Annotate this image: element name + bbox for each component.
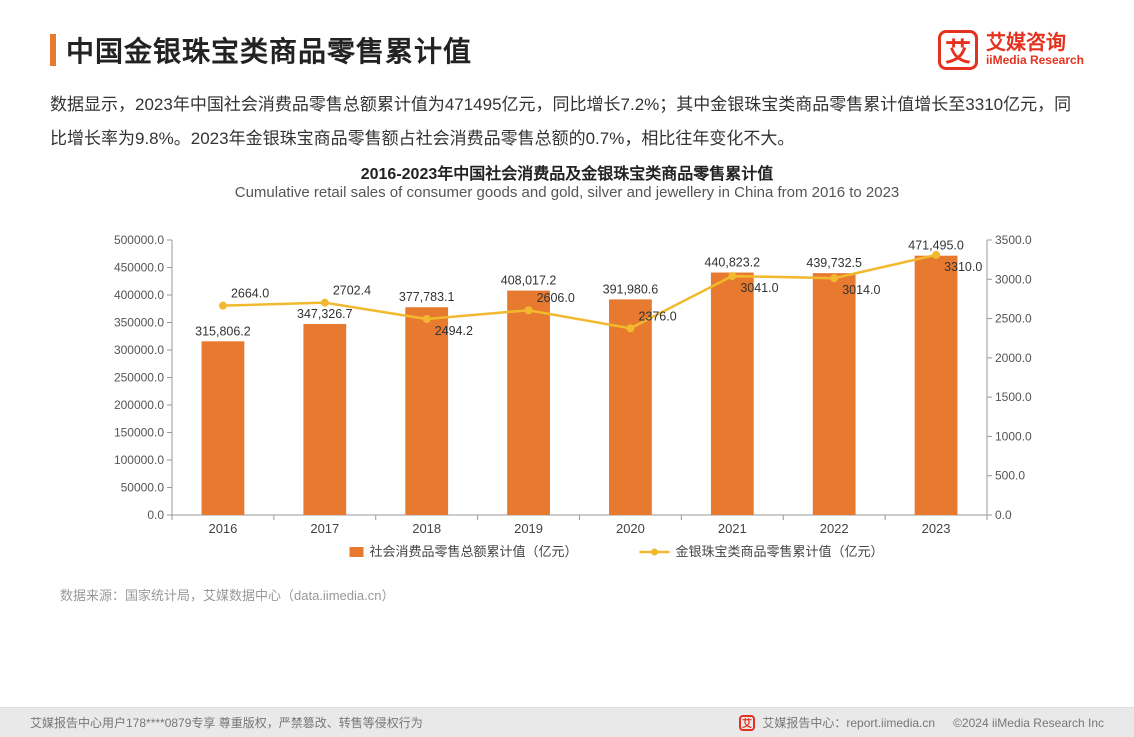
svg-text:300000.0: 300000.0 bbox=[114, 343, 164, 357]
svg-text:2000.0: 2000.0 bbox=[995, 351, 1032, 365]
line-marker bbox=[219, 302, 227, 310]
svg-text:347,326.7: 347,326.7 bbox=[297, 307, 353, 321]
footer-left-text: 艾媒报告中心用户178****0879专享 尊重版权，严禁篡改、转售等侵权行为 bbox=[30, 714, 423, 731]
svg-text:350000.0: 350000.0 bbox=[114, 316, 164, 330]
svg-text:0.0: 0.0 bbox=[995, 508, 1012, 522]
footer-logo-icon: 艾 bbox=[739, 715, 755, 731]
line-marker bbox=[626, 324, 634, 332]
bar bbox=[711, 273, 754, 515]
page-title-block: 中国金银珠宝类商品零售累计值 bbox=[50, 30, 472, 70]
svg-text:3500.0: 3500.0 bbox=[995, 233, 1032, 247]
svg-text:3014.0: 3014.0 bbox=[842, 283, 880, 297]
svg-text:2664.0: 2664.0 bbox=[231, 287, 269, 301]
svg-text:391,980.6: 391,980.6 bbox=[603, 282, 659, 296]
bar bbox=[202, 341, 245, 515]
svg-text:社会消费品零售总额累计值（亿元）: 社会消费品零售总额累计值（亿元） bbox=[370, 544, 578, 559]
svg-text:2494.2: 2494.2 bbox=[435, 324, 473, 338]
svg-text:50000.0: 50000.0 bbox=[121, 481, 165, 495]
svg-text:400000.0: 400000.0 bbox=[114, 288, 164, 302]
svg-text:2702.4: 2702.4 bbox=[333, 284, 371, 298]
svg-text:440,823.2: 440,823.2 bbox=[705, 256, 761, 270]
footer-center-url: report.iimedia.cn bbox=[846, 716, 935, 730]
svg-text:2021: 2021 bbox=[718, 521, 747, 536]
data-source: 数据来源：国家统计局，艾媒数据中心（data.iimedia.cn） bbox=[50, 585, 1084, 604]
svg-text:408,017.2: 408,017.2 bbox=[501, 274, 557, 288]
chart-title-en: Cumulative retail sales of consumer good… bbox=[50, 184, 1084, 201]
footer-center: 艾 艾媒报告中心：report.iimedia.cn bbox=[739, 714, 935, 731]
bar bbox=[813, 273, 856, 515]
footer-center-label: 艾媒报告中心： bbox=[762, 716, 846, 730]
svg-text:2376.0: 2376.0 bbox=[638, 309, 676, 323]
header-row: 中国金银珠宝类商品零售累计值 艾 艾媒咨询 iiMedia Research bbox=[50, 30, 1084, 70]
svg-text:1000.0: 1000.0 bbox=[995, 429, 1032, 443]
title-accent-bar bbox=[50, 34, 56, 66]
svg-text:250000.0: 250000.0 bbox=[114, 371, 164, 385]
svg-text:2016: 2016 bbox=[208, 521, 237, 536]
brand-name-cn: 艾媒咨询 bbox=[986, 32, 1084, 54]
line-marker bbox=[728, 272, 736, 280]
svg-text:100000.0: 100000.0 bbox=[114, 453, 164, 467]
brand-logo: 艾 艾媒咨询 iiMedia Research bbox=[938, 30, 1084, 70]
svg-text:2020: 2020 bbox=[616, 521, 645, 536]
svg-text:150000.0: 150000.0 bbox=[114, 426, 164, 440]
line-marker bbox=[932, 251, 940, 259]
bar bbox=[507, 291, 550, 515]
svg-text:2017: 2017 bbox=[310, 521, 339, 536]
bar bbox=[303, 324, 346, 515]
svg-text:315,806.2: 315,806.2 bbox=[195, 324, 251, 338]
page-title: 中国金银珠宝类商品零售累计值 bbox=[66, 30, 472, 70]
line-marker bbox=[830, 274, 838, 282]
svg-text:500.0: 500.0 bbox=[995, 469, 1025, 483]
svg-text:2500.0: 2500.0 bbox=[995, 312, 1032, 326]
bar bbox=[405, 307, 448, 515]
bar bbox=[915, 256, 958, 515]
svg-text:200000.0: 200000.0 bbox=[114, 398, 164, 412]
svg-text:3000.0: 3000.0 bbox=[995, 272, 1032, 286]
svg-text:2018: 2018 bbox=[412, 521, 441, 536]
svg-text:471,495.0: 471,495.0 bbox=[908, 239, 964, 253]
line-marker bbox=[525, 306, 533, 314]
retail-chart: 0.0 50000.0 100000.0 150000.0 200000.0 250000… bbox=[67, 205, 1067, 575]
footer-copyright: ©2024 iiMedia Research Inc bbox=[953, 716, 1104, 730]
footer-bar: 艾媒报告中心用户178****0879专享 尊重版权，严禁篡改、转售等侵权行为 … bbox=[0, 707, 1134, 737]
svg-text:2022: 2022 bbox=[820, 521, 849, 536]
svg-text:2606.0: 2606.0 bbox=[537, 291, 575, 305]
line-marker bbox=[423, 315, 431, 323]
svg-text:439,732.5: 439,732.5 bbox=[806, 256, 862, 270]
description-text: 数据显示，2023年中国社会消费品零售总额累计值为471495亿元，同比增长7.… bbox=[50, 88, 1084, 156]
svg-text:金银珠宝类商品零售累计值（亿元）: 金银珠宝类商品零售累计值（亿元） bbox=[676, 544, 884, 559]
brand-name-en: iiMedia Research bbox=[986, 54, 1084, 67]
svg-text:3310.0: 3310.0 bbox=[944, 260, 982, 274]
line-marker bbox=[321, 299, 329, 307]
svg-text:3041.0: 3041.0 bbox=[740, 281, 778, 295]
chart-title-cn: 2016-2023年中国社会消费品及金银珠宝类商品零售累计值 bbox=[50, 160, 1084, 184]
brand-logo-icon: 艾 bbox=[938, 30, 978, 70]
svg-text:1500.0: 1500.0 bbox=[995, 390, 1032, 404]
svg-text:450000.0: 450000.0 bbox=[114, 261, 164, 275]
svg-text:377,783.1: 377,783.1 bbox=[399, 290, 455, 304]
svg-text:500000.0: 500000.0 bbox=[114, 233, 164, 247]
svg-text:2023: 2023 bbox=[922, 521, 951, 536]
svg-text:0.0: 0.0 bbox=[147, 508, 164, 522]
svg-text:2019: 2019 bbox=[514, 521, 543, 536]
